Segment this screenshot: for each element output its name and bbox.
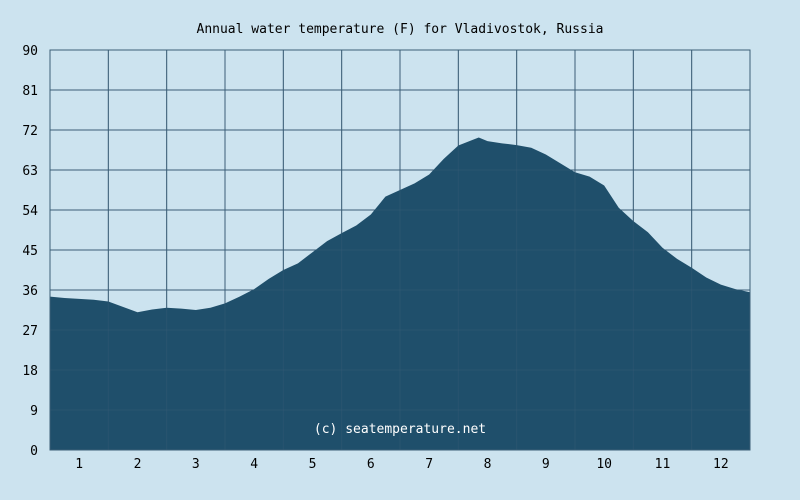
y-tick-label: 54 — [22, 204, 38, 219]
plot-border — [49, 49, 751, 451]
watermark: (c) seatemperature.net — [314, 422, 486, 437]
y-tick-label: 36 — [22, 284, 38, 299]
x-tick-label: 1 — [75, 457, 83, 472]
x-tick-label: 5 — [309, 457, 317, 472]
y-tick-label: 63 — [22, 164, 38, 179]
y-tick-label: 90 — [22, 44, 38, 59]
x-tick-label: 2 — [134, 457, 142, 472]
x-tick-label: 6 — [367, 457, 375, 472]
x-tick-label: 3 — [192, 457, 200, 472]
y-tick-label: 72 — [22, 124, 38, 139]
x-tick-label: 8 — [484, 457, 492, 472]
y-tick-label: 81 — [22, 84, 38, 99]
y-tick-label: 0 — [30, 444, 38, 459]
x-tick-label: 12 — [713, 457, 729, 472]
y-axis-ticks: 0 9 18 27 36 45 54 63 72 81 90 — [22, 44, 38, 459]
y-tick-label: 18 — [22, 364, 38, 379]
x-tick-label: 10 — [596, 457, 612, 472]
x-tick-label: 9 — [542, 457, 550, 472]
x-tick-label: 7 — [425, 457, 433, 472]
y-tick-label: 9 — [30, 404, 38, 419]
temperature-area — [50, 137, 750, 450]
x-axis-ticks: 1 2 3 4 5 6 7 8 9 10 11 12 — [75, 457, 728, 472]
y-tick-label: 45 — [22, 244, 38, 259]
x-tick-label: 11 — [655, 457, 671, 472]
grid-overlay — [50, 49, 750, 451]
x-tick-label: 4 — [250, 457, 258, 472]
chart-title: Annual water temperature (F) for Vladivo… — [197, 22, 604, 37]
y-tick-label: 27 — [22, 324, 38, 339]
